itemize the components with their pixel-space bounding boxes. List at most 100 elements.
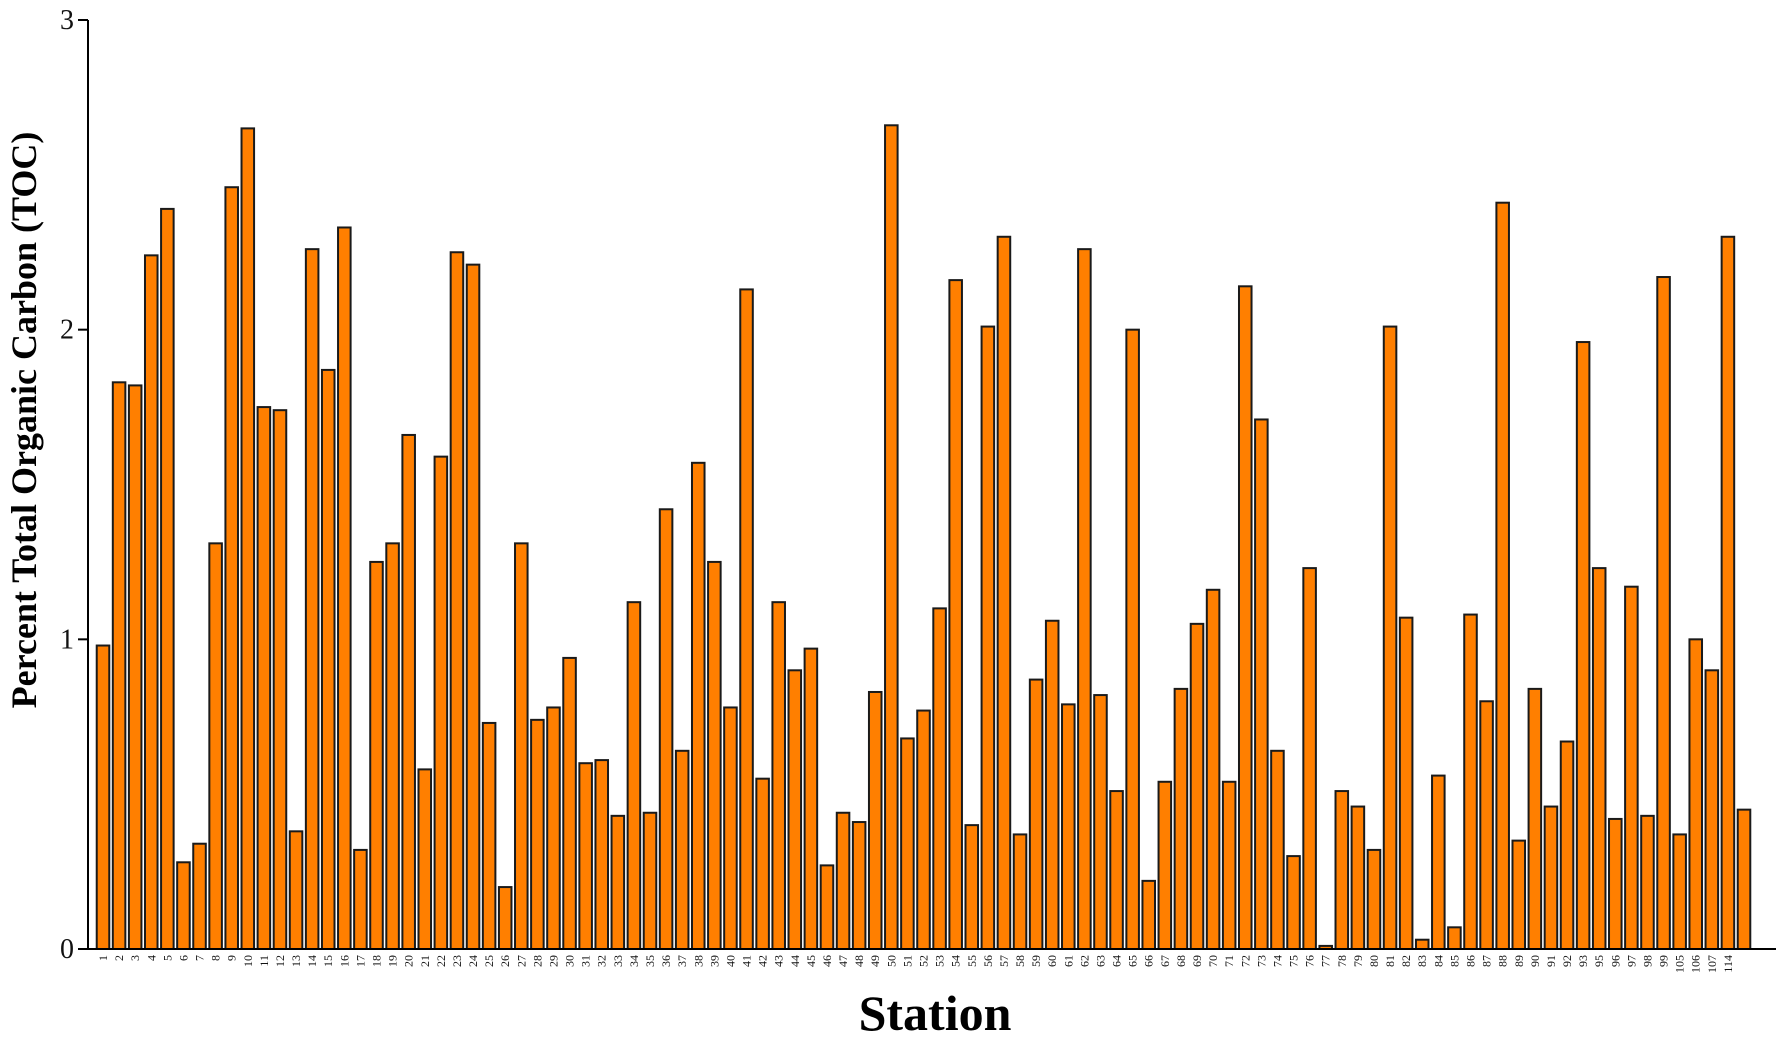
x-tick-label: 19 [386, 955, 400, 967]
x-tick-label: 33 [611, 955, 625, 967]
x-tick-label: 18 [370, 955, 384, 967]
bar-station-85 [1447, 926, 1462, 951]
x-tick-label: 80 [1367, 955, 1381, 967]
x-tick-label: 38 [691, 955, 705, 967]
x-tick-label: 9 [225, 955, 239, 961]
x-tick-label: 7 [193, 955, 207, 961]
bar-station-90 [1527, 687, 1543, 950]
bar-station-63 [1093, 694, 1108, 950]
bar-station-70 [1205, 588, 1221, 950]
x-tick-label: 28 [530, 955, 544, 967]
x-tick-label: 17 [353, 955, 367, 967]
x-tick-label: 107 [1705, 955, 1719, 973]
x-tick-label: 95 [1592, 955, 1606, 967]
bar-station-35 [642, 811, 658, 950]
bar-station-29 [546, 706, 561, 951]
x-tick-label: 6 [176, 955, 190, 961]
bar-station-107 [1704, 669, 1720, 950]
bar-station-58 [1012, 833, 1028, 950]
bar-station-50 [884, 124, 899, 951]
bar-station-105 [1672, 833, 1687, 950]
x-tick-label: 26 [498, 955, 512, 967]
x-tick-label: 67 [1158, 955, 1172, 967]
bar-station-96 [1608, 817, 1623, 950]
bar-station-14 [304, 248, 320, 950]
x-tick-label: 5 [160, 955, 174, 961]
x-tick-label: 27 [514, 955, 528, 967]
bar-station-99 [1656, 276, 1671, 950]
bar-station-54 [948, 279, 963, 950]
bar-station-52 [916, 709, 931, 950]
x-tick-label: 99 [1657, 955, 1671, 967]
x-tick-label: 32 [595, 955, 609, 967]
bar-station-42 [755, 777, 770, 950]
x-tick-label: 3 [128, 955, 142, 961]
bar-station-66 [1141, 879, 1157, 950]
x-tick-label: 37 [675, 955, 689, 967]
bar-station-75 [1286, 855, 1301, 950]
x-tick-label: 76 [1303, 955, 1317, 967]
bar-station-25 [481, 721, 497, 950]
bar-station-1 [95, 644, 111, 951]
bar-station-56 [980, 325, 996, 950]
x-tick-label: 43 [772, 955, 786, 967]
x-tick-label: 52 [917, 955, 931, 967]
bar-station-81 [1382, 325, 1398, 950]
bar-station-23 [449, 251, 465, 950]
x-tick-label: 49 [868, 955, 882, 967]
x-tick-label: 56 [981, 955, 995, 967]
bar-station-95 [1591, 567, 1607, 950]
x-tick-label: 22 [434, 955, 448, 967]
x-tick-label: 73 [1254, 955, 1268, 967]
bar-station-65 [1125, 328, 1140, 951]
bar-station-28 [530, 718, 545, 950]
bar-station-39 [707, 560, 722, 950]
x-tick-label: 64 [1110, 955, 1124, 967]
bar-station-6 [176, 861, 191, 950]
x-tick-label: 77 [1319, 955, 1333, 967]
x-tick-label: 87 [1480, 955, 1494, 967]
bar-station-89 [1511, 839, 1527, 950]
x-tick-label: 13 [289, 955, 303, 967]
x-tick-label: 54 [949, 955, 963, 967]
x-tick-label: 91 [1544, 955, 1558, 967]
bar-station-16 [337, 226, 352, 951]
x-tick-label: 16 [337, 955, 351, 967]
x-tick-label: 66 [1142, 955, 1156, 967]
bar-station-68 [1173, 687, 1189, 950]
x-tick-label: 105 [1673, 955, 1687, 973]
bar-station-79 [1350, 805, 1366, 950]
bar-station-47 [835, 811, 851, 950]
x-tick-label: 58 [1013, 955, 1027, 967]
x-tick-label: 46 [820, 955, 834, 967]
x-tick-label: 29 [546, 955, 560, 967]
bar-station-61 [1061, 703, 1076, 950]
x-tick-label: 75 [1287, 955, 1301, 967]
bar-station-84 [1431, 774, 1446, 951]
bar-station-22 [433, 455, 449, 950]
x-tick-label: 44 [788, 955, 802, 967]
x-tick-label: 25 [482, 955, 496, 967]
x-tick-label: 4 [144, 955, 158, 961]
x-tick-label: 40 [723, 955, 737, 967]
x-tick-label: 106 [1689, 955, 1703, 973]
x-tick-label: 68 [1174, 955, 1188, 967]
bar-station-64 [1109, 790, 1124, 950]
bar-station-37 [674, 749, 690, 950]
x-tick-label: 42 [756, 955, 770, 967]
bar-station-74 [1270, 749, 1285, 950]
bar-station-106 [1688, 638, 1704, 951]
bar-station-32 [594, 759, 610, 950]
x-tick-label: 97 [1624, 955, 1638, 967]
bar-station-7 [192, 842, 207, 951]
bar-station-53 [932, 607, 947, 950]
bar-station-93 [1575, 341, 1591, 950]
bar-station-10 [240, 127, 256, 950]
bar-station-43 [771, 601, 786, 950]
x-tick-label: 50 [884, 955, 898, 967]
x-tick-label: 10 [241, 955, 255, 967]
x-tick-label: 60 [1045, 955, 1059, 967]
bar-station-19 [385, 542, 400, 951]
